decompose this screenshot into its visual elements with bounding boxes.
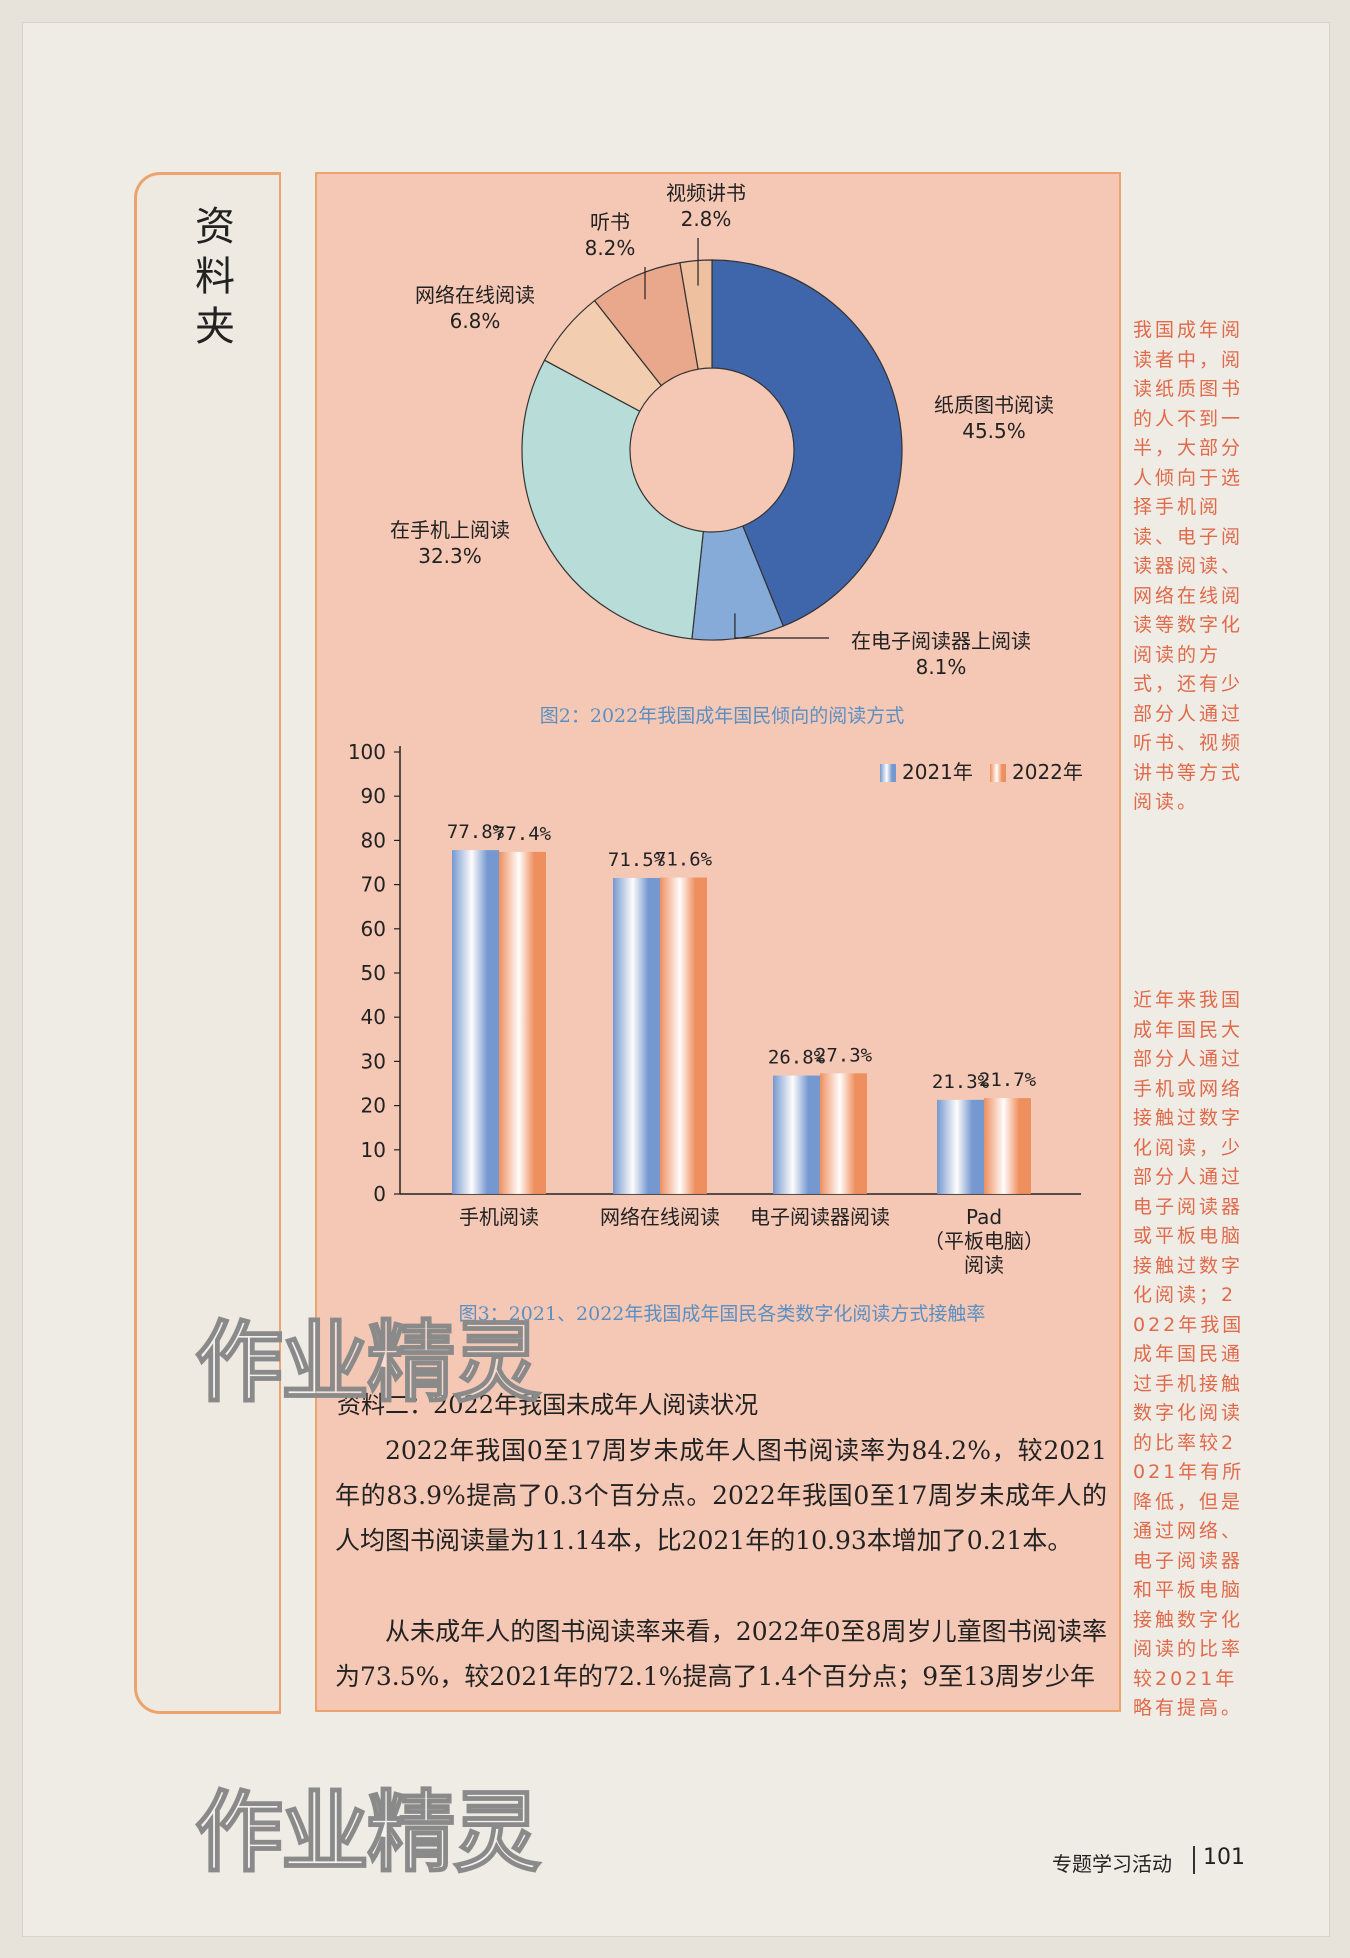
sidebar-box: [134, 172, 281, 1714]
page-number: 101: [1203, 1845, 1245, 1870]
side-note: 我国成年阅读者中，阅读纸质图书的人不到一半，大部分人倾向于选择手机阅读、电子阅读…: [1133, 319, 1244, 813]
paragraph: 从未成年人的图书阅读率来看，2022年0至8周岁儿童图书阅读率为73.5%，较2…: [335, 1617, 1107, 1691]
y-tick-label: 90: [361, 784, 386, 808]
footer-separator: [1193, 1846, 1195, 1874]
footer-section: 专题学习活动: [1052, 1852, 1172, 1876]
bar: [820, 1073, 867, 1194]
slice-label: 纸质图书阅读: [934, 393, 1054, 417]
donut-slice: [711, 259, 903, 627]
bar: [660, 877, 707, 1194]
watermark: 作业精灵: [194, 1780, 542, 1885]
y-tick-label: 70: [361, 873, 386, 897]
watermark: 作业精灵: [194, 1310, 542, 1415]
bar: [937, 1099, 984, 1194]
bar: [499, 851, 546, 1194]
y-tick-label: 60: [361, 917, 386, 941]
bar: [452, 850, 499, 1194]
bar: [773, 1075, 820, 1194]
bar-value-label: 77.4%: [494, 823, 552, 845]
x-tick-label: 网络在线阅读: [600, 1205, 720, 1229]
slice-label: 视频讲书: [666, 181, 746, 205]
paragraph: 2022年我国0至17周岁未成年人图书阅读率为84.2%，较2021年的83.9…: [335, 1436, 1107, 1555]
y-tick-label: 50: [361, 961, 386, 985]
legend-label: 2022年: [1012, 760, 1083, 784]
donut-slice: [679, 259, 713, 370]
sidebar-title: 资料夹: [188, 205, 234, 355]
y-tick-label: 0: [373, 1182, 386, 1206]
legend-label: 2021年: [902, 760, 973, 784]
slice-label: 听书: [590, 210, 630, 234]
bar-value-label: 77.8%: [447, 821, 505, 843]
chart-caption: 图2：2022年我国成年国民倾向的阅读方式: [540, 705, 904, 727]
slice-value-label: 2.8%: [681, 207, 732, 231]
slice-value-label: 32.3%: [418, 544, 482, 568]
legend-swatch: [990, 764, 1006, 782]
bar: [984, 1098, 1031, 1194]
y-tick-label: 30: [361, 1049, 386, 1073]
legend-swatch: [880, 764, 896, 782]
leader-line: [734, 613, 829, 639]
slice-label: 在手机上阅读: [390, 518, 510, 542]
material-box: [315, 172, 1121, 1712]
slice-value-label: 45.5%: [962, 419, 1026, 443]
slice-label: 在电子阅读器上阅读: [851, 629, 1031, 653]
slice-value-label: 8.2%: [585, 236, 636, 260]
slice-value-label: 6.8%: [450, 309, 501, 333]
side-note: 近年来我国成年国民大部分人通过手机或网络接触过数字化阅读，少部分人通过电子阅读器…: [1133, 989, 1245, 1719]
donut-slice: [521, 359, 704, 640]
y-tick-label: 10: [361, 1138, 386, 1162]
bar-value-label: 71.5%: [608, 849, 666, 871]
bar-value-label: 71.6%: [655, 849, 713, 871]
bar-value-label: 26.8%: [768, 1047, 826, 1069]
y-tick-label: 20: [361, 1094, 386, 1118]
bar-value-label: 27.3%: [815, 1044, 873, 1066]
slice-label: 网络在线阅读: [415, 283, 535, 307]
chart-caption: 图3：2021、2022年我国成年国民各类数字化阅读方式接触率: [459, 1303, 986, 1325]
bar-value-label: 21.3%: [932, 1071, 990, 1093]
y-tick-label: 80: [361, 828, 386, 852]
bar: [613, 877, 660, 1194]
slice-value-label: 8.1%: [916, 655, 967, 679]
y-tick-label: 40: [361, 1005, 386, 1029]
x-tick-label: 手机阅读: [459, 1205, 539, 1229]
section-heading: 资料二：2022年我国未成年人阅读状况: [337, 1391, 759, 1419]
x-tick-label: Pad （平板电脑） 阅读: [924, 1205, 1044, 1277]
bar-value-label: 21.7%: [979, 1069, 1037, 1091]
x-tick-label: 电子阅读器阅读: [750, 1205, 890, 1229]
y-tick-label: 100: [348, 740, 386, 764]
